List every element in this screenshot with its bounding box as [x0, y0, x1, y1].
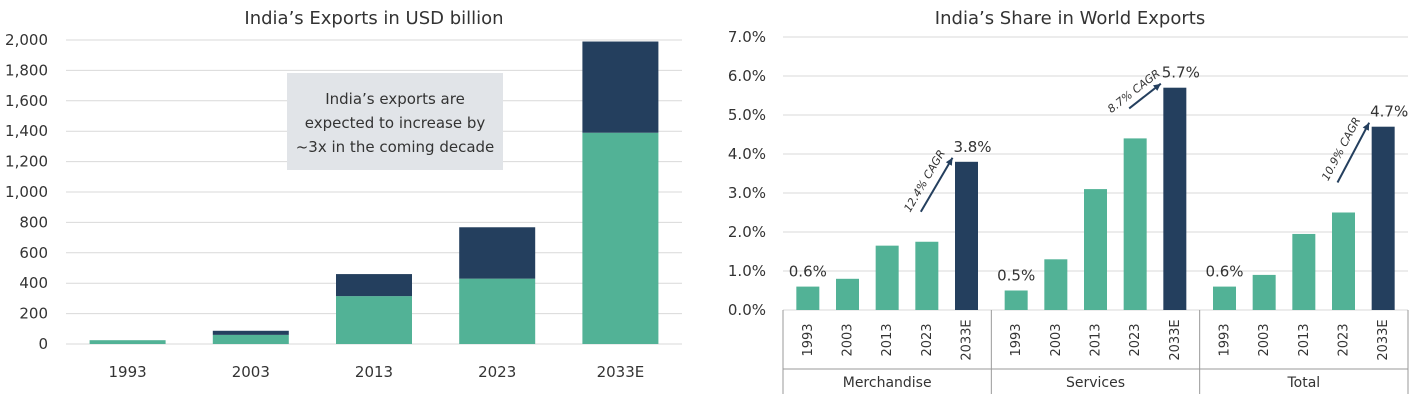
y-tick-label: 200	[19, 305, 48, 323]
group-label: Merchandise	[843, 375, 932, 391]
bar-segment	[336, 296, 412, 344]
x-category-label: 2003	[1049, 323, 1064, 356]
arrow-head	[945, 157, 953, 166]
annotation-box: India’s exports are expected to increase …	[287, 73, 503, 170]
y-tick-label: 800	[19, 213, 48, 231]
y-tick-label: 600	[19, 244, 48, 262]
bar	[1292, 233, 1316, 310]
data-label: 0.5%	[997, 267, 1035, 285]
y-tick-label: 0	[38, 335, 48, 353]
annotation-text: expected to increase by	[305, 114, 486, 132]
y-tick-label: 6.0%	[728, 67, 766, 85]
cagr-label: 10.9% CAGR	[1319, 115, 1363, 183]
cagr-arrow	[1336, 122, 1371, 183]
annotation-text: India’s exports are	[325, 90, 465, 108]
x-category-label: 2003	[232, 363, 270, 381]
x-category-label: 2023	[920, 323, 935, 356]
bar-segment	[212, 334, 289, 344]
annotation-background	[287, 73, 503, 170]
y-tick-label: 1,600	[5, 92, 48, 110]
bar-segment	[336, 274, 412, 297]
arrow-head	[1362, 122, 1370, 131]
bar	[1123, 138, 1147, 310]
y-tick-label: 1,000	[5, 183, 48, 201]
y-tick-label: 4.0%	[728, 145, 766, 163]
x-category-label: 2013	[1089, 323, 1104, 356]
group-label: Total	[1286, 375, 1320, 391]
data-label: 0.6%	[1205, 263, 1243, 281]
cagr-arrow	[919, 157, 954, 213]
data-label: 3.8%	[953, 138, 991, 156]
annotation-text: ~3x in the coming decade	[296, 138, 495, 156]
y-tick-label: 7.0%	[728, 28, 766, 46]
group-label: Services	[1066, 375, 1125, 391]
x-category-label: 2023	[1128, 323, 1143, 356]
exports-chart: India’s Exports in USD billion 0 200 400 600…	[5, 8, 682, 381]
data-label: 5.7%	[1162, 64, 1200, 82]
x-category-label: 2003	[841, 323, 856, 356]
x-category-label: 1993	[109, 363, 147, 381]
bar-segment	[89, 340, 166, 344]
bar-segment	[459, 278, 536, 344]
data-label: 4.7%	[1370, 103, 1408, 121]
y-tick-label: 1.0%	[728, 262, 766, 280]
y-tick-label: 3.0%	[728, 184, 766, 202]
x-category-label: 2033E	[960, 319, 975, 360]
bar	[1371, 126, 1395, 310]
bar	[1084, 189, 1107, 310]
x-category-label: 1993	[801, 323, 816, 356]
bar	[1213, 286, 1236, 310]
x-category-label: 2023	[478, 363, 516, 381]
x-category-label: 2033E	[1168, 319, 1183, 360]
x-category-label: 2013	[355, 363, 393, 381]
y-tick-label: 1,200	[5, 153, 48, 171]
bar	[1332, 212, 1355, 310]
bar	[1252, 274, 1276, 310]
y-tick-label: 5.0%	[728, 106, 766, 124]
bar-segment	[459, 227, 536, 279]
bar	[1044, 259, 1068, 310]
cagr-arrow	[1128, 82, 1162, 110]
x-category-label: 2033E	[597, 363, 645, 381]
y-tick-label: 2,000	[5, 31, 48, 49]
bar	[955, 161, 978, 310]
bar	[1163, 87, 1187, 310]
x-category-label: 2013	[880, 323, 895, 356]
bar	[915, 241, 939, 310]
x-category-label: 2023	[1337, 323, 1352, 356]
y-tick-label: 0.0%	[728, 301, 766, 319]
cagr-label: 8.7% CAGR	[1105, 67, 1163, 116]
bar-segment	[582, 132, 659, 344]
arrow-head	[1153, 83, 1161, 91]
y-tick-label: 2.0%	[728, 223, 766, 241]
arrow-line	[1336, 122, 1371, 183]
bar	[836, 278, 859, 310]
bar-segment	[212, 330, 289, 335]
chart-title: India’s Share in World Exports	[935, 8, 1205, 29]
y-tick-label: 400	[19, 274, 48, 292]
data-label: 0.6%	[789, 263, 827, 281]
y-tick-label: 1,400	[5, 122, 48, 140]
x-category-label: 2033E	[1376, 319, 1391, 360]
bar	[796, 286, 820, 310]
bar	[875, 245, 899, 310]
x-category-label: 1993	[1218, 323, 1233, 356]
x-category-label: 2013	[1297, 323, 1312, 356]
arrow-line	[919, 157, 954, 213]
bar	[1004, 290, 1028, 310]
x-category-label: 1993	[1009, 323, 1024, 356]
x-category-label: 2003	[1257, 323, 1272, 356]
y-tick-label: 1,800	[5, 61, 48, 79]
bar-segment	[582, 41, 659, 133]
chart-title: India’s Exports in USD billion	[244, 8, 503, 29]
